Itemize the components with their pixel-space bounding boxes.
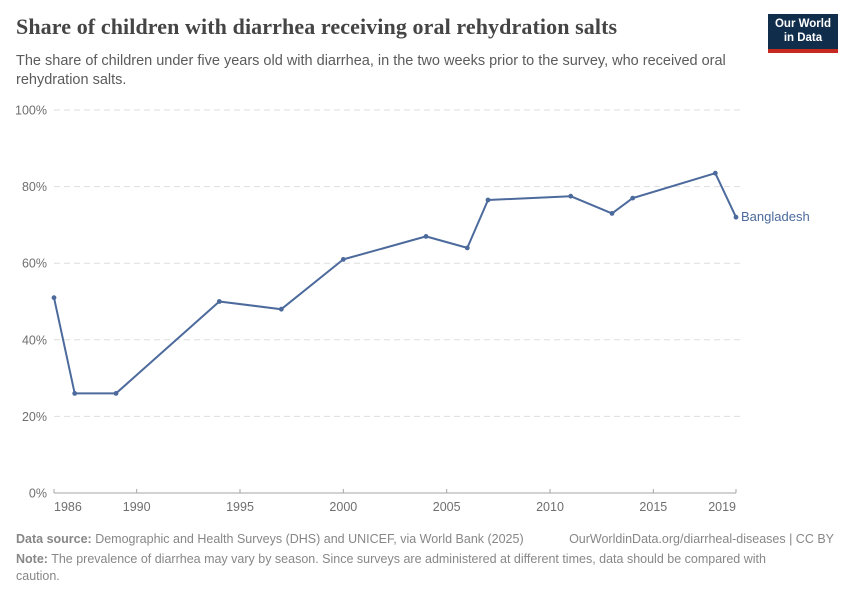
data-point-marker — [733, 214, 739, 220]
note-text: The prevalence of diarrhea may vary by s… — [16, 552, 766, 583]
data-point-marker — [278, 306, 284, 312]
note-label: Note: — [16, 552, 48, 566]
chart-canvas: 0% 20% 40% 60% 80% 100% 1986 1990 1995 2000 2005 2… — [15, 104, 740, 514]
x-axis — [53, 489, 737, 494]
x-tick-label: 1986 — [54, 500, 82, 514]
data-source-text: Demographic and Health Surveys (DHS) and… — [91, 532, 524, 546]
chart-footer: Data source: Demographic and Health Surv… — [16, 531, 834, 585]
data-point-marker — [609, 211, 615, 216]
series-line-bangladesh — [51, 170, 739, 396]
x-tick-label: 2005 — [433, 500, 461, 514]
y-tick-label: 20% — [22, 410, 47, 424]
source-row: Data source: Demographic and Health Surv… — [16, 531, 834, 548]
data-point-marker — [630, 195, 636, 201]
data-source-line: Data source: Demographic and Health Surv… — [16, 531, 524, 548]
data-point-marker — [113, 391, 119, 396]
data-point-marker — [51, 295, 57, 301]
owid-logo[interactable]: Our World in Data — [767, 14, 838, 53]
data-source-label: Data source: — [16, 532, 92, 546]
page-subtitle: The share of children under five years o… — [16, 53, 726, 89]
owid-url-link[interactable]: OurWorldinData.org/diarrheal-diseases | … — [569, 532, 834, 546]
data-point-marker — [568, 193, 574, 199]
x-tick-label: 2015 — [639, 500, 667, 514]
x-axis-labels: 1986 1990 1995 2000 2005 2010 2015 2019 — [54, 500, 736, 514]
x-tick-label: 2019 — [708, 500, 736, 514]
y-axis-labels: 0% 20% 40% 60% 80% 100% — [15, 104, 47, 501]
header: Share of children with diarrhea receivin… — [16, 12, 838, 53]
page-title: Share of children with diarrhea receivin… — [16, 14, 618, 39]
x-tick-label: 1990 — [123, 500, 151, 514]
x-tick-label: 2010 — [536, 500, 564, 514]
data-point-marker — [340, 257, 346, 262]
y-gridlines — [54, 109, 740, 417]
y-tick-label: 60% — [22, 257, 47, 271]
note-line: Note: The prevalence of diarrhea may var… — [16, 551, 800, 585]
data-point-marker — [216, 299, 222, 304]
y-tick-label: 80% — [22, 180, 47, 194]
data-point-marker — [464, 245, 470, 251]
trend-line — [53, 172, 737, 395]
data-point-marker — [423, 234, 429, 239]
owid-logo-line2: in Data — [783, 31, 823, 44]
data-point-marker — [485, 197, 491, 203]
data-point-marker — [712, 170, 718, 176]
y-tick-label: 100% — [15, 104, 47, 118]
owid-logo-line1: Our World — [774, 18, 831, 30]
series-label-bangladesh[interactable]: Bangladesh — [741, 209, 810, 224]
x-tick-label: 1995 — [226, 500, 254, 514]
data-point-marker — [72, 391, 78, 396]
y-tick-label: 40% — [22, 333, 47, 347]
y-tick-label: 0% — [29, 487, 47, 501]
x-tick-label: 2000 — [329, 500, 357, 514]
